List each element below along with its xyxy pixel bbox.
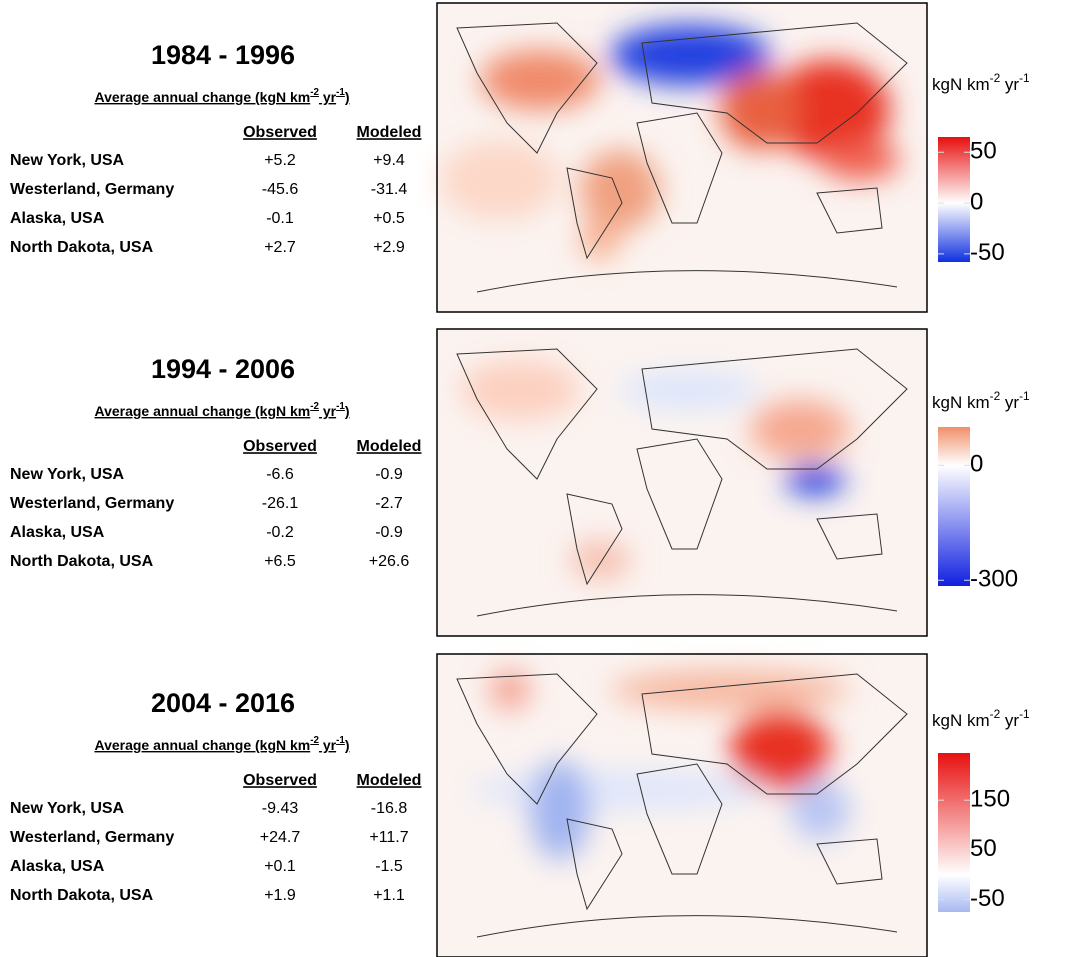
- map: [437, 329, 927, 636]
- colorbar-unit-part: yr: [1000, 711, 1019, 730]
- observed-value: -0.2: [266, 524, 294, 541]
- modeled-value: -0.9: [375, 466, 403, 483]
- panel-subtitle-part: Average annual change (kgN km: [94, 403, 310, 419]
- site-name: Alaska, USA: [10, 858, 105, 875]
- modeled-value: +1.1: [373, 887, 405, 904]
- column-header: Observed: [243, 438, 317, 455]
- modeled-value: -16.8: [371, 800, 408, 817]
- observed-value: -0.1: [266, 210, 294, 227]
- colorbar-unit-part: -1: [1019, 707, 1030, 721]
- colorbar-unit-part: yr: [1000, 75, 1019, 94]
- map-blob: [580, 150, 660, 230]
- colorbar-unit-part: -2: [990, 71, 1001, 85]
- observed-value: +2.7: [264, 239, 296, 256]
- observed-value: -45.6: [262, 181, 299, 198]
- panel-subtitle: Average annual change (kgN km-2 yr-1): [94, 401, 349, 419]
- panel-title: 1994 - 2006: [151, 354, 295, 384]
- observed-value: +6.5: [264, 553, 296, 570]
- modeled-value: +9.4: [373, 152, 405, 169]
- colorbar-unit: kgN km-2 yr-1: [932, 707, 1030, 730]
- figure: 1984 - 1996 Average annual change (kgN km…: [0, 0, 1079, 957]
- colorbar-unit-part: -2: [990, 389, 1001, 403]
- colorbar-tick-label: -50: [970, 885, 1005, 912]
- column-header: Modeled: [357, 438, 422, 455]
- colorbar-unit-part: kgN km: [932, 393, 990, 412]
- map-blob: [750, 400, 850, 460]
- column-header: Modeled: [357, 772, 422, 789]
- colorbar-unit-part: yr: [1000, 393, 1019, 412]
- colorbar-unit-part: -1: [1019, 389, 1030, 403]
- colorbar-tick-label: -300: [970, 566, 1018, 593]
- site-name: North Dakota, USA: [10, 553, 154, 570]
- modeled-value: +11.7: [369, 829, 408, 846]
- map: [437, 3, 927, 312]
- map-blob: [460, 360, 580, 420]
- colorbar-unit: kgN km-2 yr-1: [932, 71, 1030, 94]
- panel-title: 1984 - 1996: [151, 40, 295, 70]
- observed-value: -26.1: [262, 495, 299, 512]
- colorbar-tick-label: 0: [970, 451, 983, 478]
- site-name: New York, USA: [10, 466, 125, 483]
- site-name: New York, USA: [10, 152, 125, 169]
- colorbar-unit: kgN km-2 yr-1: [932, 389, 1030, 412]
- panel-subtitle-part: yr: [319, 737, 337, 753]
- colorbar: [938, 137, 970, 262]
- map-blob: [530, 760, 590, 860]
- map-blob: [470, 770, 770, 810]
- colorbar-unit-part: -1: [1019, 71, 1030, 85]
- panel-subtitle: Average annual change (kgN km-2 yr-1): [94, 735, 349, 753]
- observed-value: +0.1: [264, 858, 296, 875]
- colorbar-tick-label: 150: [970, 786, 1010, 813]
- map-blob: [790, 780, 850, 840]
- observed-value: +24.7: [260, 829, 301, 846]
- observed-value: +5.2: [264, 152, 296, 169]
- map: [437, 654, 927, 957]
- site-name: Alaska, USA: [10, 524, 105, 541]
- modeled-value: -1.5: [375, 858, 403, 875]
- panel-subtitle-part: ): [345, 737, 350, 753]
- modeled-value: -2.7: [375, 495, 403, 512]
- colorbar-unit-part: -2: [990, 707, 1001, 721]
- column-header: Observed: [243, 124, 317, 141]
- site-name: North Dakota, USA: [10, 887, 154, 904]
- panel-subtitle-part: yr: [319, 403, 337, 419]
- colorbar-unit-part: kgN km: [932, 711, 990, 730]
- site-name: Westerland, Germany: [10, 181, 174, 198]
- column-header: Modeled: [357, 124, 422, 141]
- map-blob: [440, 140, 560, 220]
- panel-subtitle-part: ): [345, 89, 350, 105]
- site-name: Westerland, Germany: [10, 495, 174, 512]
- site-name: North Dakota, USA: [10, 239, 154, 256]
- colorbar-tick-label: -50: [970, 239, 1005, 266]
- modeled-value: +2.9: [373, 239, 405, 256]
- observed-value: +1.9: [264, 887, 296, 904]
- observed-value: -6.6: [266, 466, 294, 483]
- panel-subtitle-part: Average annual change (kgN km: [94, 737, 310, 753]
- map-blob: [480, 50, 600, 110]
- map-blob: [570, 540, 630, 580]
- modeled-value: +0.5: [373, 210, 405, 227]
- panel-title: 2004 - 2016: [151, 688, 295, 718]
- panel-subtitle-part: yr: [319, 89, 337, 105]
- site-name: Alaska, USA: [10, 210, 105, 227]
- modeled-value: -31.4: [371, 181, 408, 198]
- map-blob: [610, 670, 850, 710]
- modeled-value: -0.9: [375, 524, 403, 541]
- observed-value: -9.43: [262, 800, 299, 817]
- colorbar: [938, 427, 970, 586]
- colorbar: [938, 753, 970, 912]
- map-blob: [820, 140, 900, 180]
- panel-subtitle-part: Average annual change (kgN km: [94, 89, 310, 105]
- panel-subtitle-part: ): [345, 403, 350, 419]
- panel-subtitle: Average annual change (kgN km-2 yr-1): [94, 87, 349, 105]
- colorbar-unit-part: kgN km: [932, 75, 990, 94]
- colorbar-tick-label: 50: [970, 138, 997, 165]
- colorbar-tick-label: 0: [970, 188, 983, 215]
- site-name: New York, USA: [10, 800, 125, 817]
- modeled-value: +26.6: [369, 553, 410, 570]
- map-blob: [620, 370, 760, 410]
- colorbar-tick-label: 50: [970, 835, 997, 862]
- site-name: Westerland, Germany: [10, 829, 174, 846]
- column-header: Observed: [243, 772, 317, 789]
